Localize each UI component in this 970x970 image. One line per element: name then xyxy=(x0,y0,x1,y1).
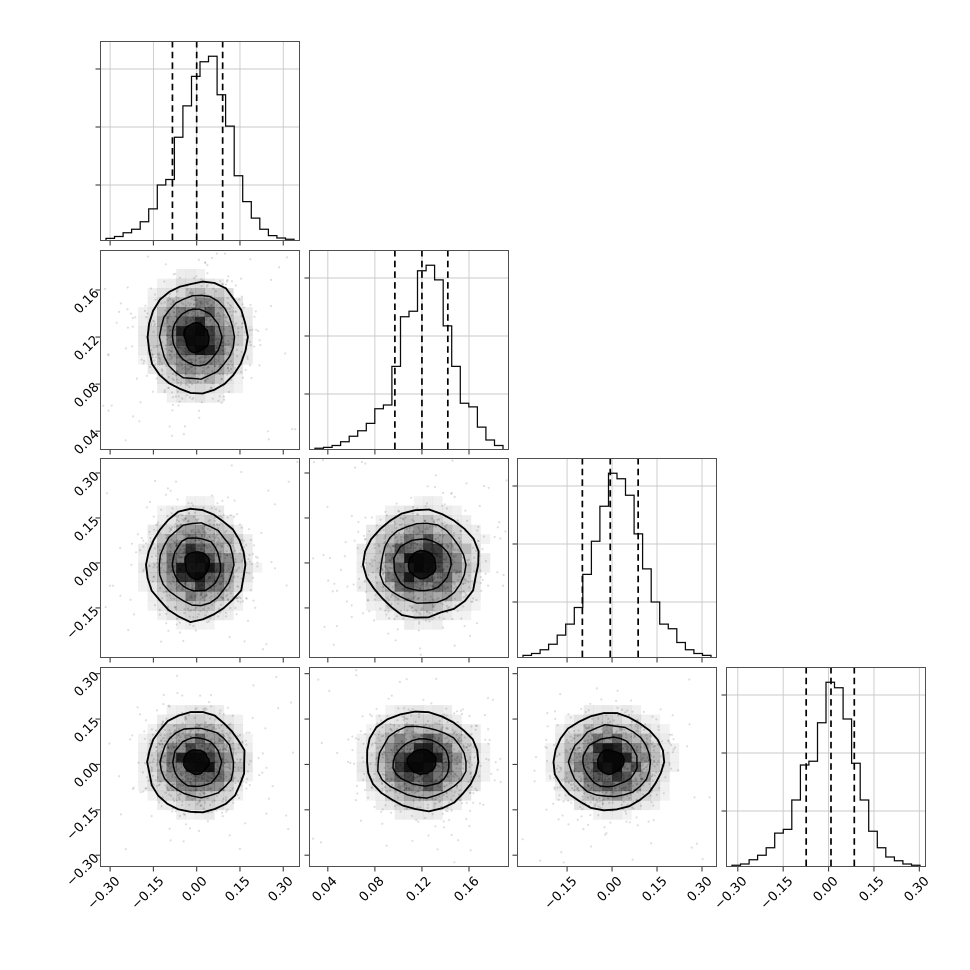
tick-marks xyxy=(512,485,703,663)
x-tick-label-param3-0: −0.15 xyxy=(541,873,581,913)
panel-hist-param3 xyxy=(512,458,717,663)
panel-joint-param3-param4 xyxy=(512,666,717,871)
panel-joint-param1-param2 xyxy=(95,249,300,454)
x-tick-label-param3-1: 0.00 xyxy=(594,873,626,905)
x-tick-label-param4-1: −0.15 xyxy=(757,873,797,913)
x-tick-label-param2-2: 0.12 xyxy=(403,873,436,905)
panel-spine xyxy=(517,666,717,867)
x-tick-label-param4-0: −0.30 xyxy=(712,873,751,913)
panel-spine xyxy=(308,666,509,867)
contour-lines xyxy=(365,710,479,812)
y-tick-label-param4-0: −0.30 xyxy=(63,850,103,890)
y-tick-label-param3-1: 0.00 xyxy=(71,558,103,591)
y-tick-label-param4-2: 0.00 xyxy=(71,759,103,792)
x-tick-label-param4-2: 0.00 xyxy=(810,873,842,905)
x-tick-label-param2-3: 0.16 xyxy=(451,873,483,905)
contour-lines xyxy=(145,507,247,624)
tick-marks xyxy=(95,288,284,454)
y-tick-label-param4-3: 0.15 xyxy=(71,714,103,746)
panel-hist-param1 xyxy=(95,41,300,246)
y-tick-label-param3-0: −0.15 xyxy=(63,603,103,643)
quantile-lines xyxy=(804,666,855,867)
x-tick-label-param1-2: 0.00 xyxy=(179,873,211,905)
histogram-outline xyxy=(105,55,295,241)
y-tick-label-param2-2: 0.12 xyxy=(71,332,103,364)
panel-spine xyxy=(100,666,300,867)
panel-spine xyxy=(517,458,717,658)
panel-joint-param2-param3 xyxy=(304,458,509,663)
grid-lines xyxy=(725,666,926,867)
contour-lines xyxy=(552,711,666,811)
tick-marks xyxy=(95,672,284,871)
contour-lines xyxy=(361,508,480,619)
panel-joint-param2-param4 xyxy=(304,666,509,871)
panel-spine xyxy=(308,458,509,658)
x-tick-label-param3-2: 0.15 xyxy=(639,873,671,905)
panel-joint-param1-param4 xyxy=(95,666,300,871)
x-tick-label-param4-4: 0.30 xyxy=(901,873,933,905)
panel-spine xyxy=(308,249,509,450)
tick-marks xyxy=(95,472,284,663)
y-tick-label-param3-3: 0.30 xyxy=(71,468,103,501)
panel-hist-param2 xyxy=(304,249,509,454)
panel-spine xyxy=(100,249,300,450)
x-tick-label-param1-4: 0.30 xyxy=(265,873,297,905)
panel-hist-param4 xyxy=(721,666,926,871)
density-bins xyxy=(356,704,490,820)
tick-marks xyxy=(95,68,284,246)
quantile-lines xyxy=(581,458,639,658)
x-tick-label-param2-1: 0.08 xyxy=(356,873,388,905)
panel-joint-param1-param3 xyxy=(95,458,300,663)
histogram-outline xyxy=(522,472,712,658)
quantile-lines xyxy=(171,41,224,241)
x-tick-label-param3-3: 0.30 xyxy=(684,873,716,905)
tick-marks xyxy=(304,472,470,663)
grid-lines xyxy=(308,249,509,450)
x-tick-label-param1-1: −0.15 xyxy=(128,873,167,913)
panel-spine xyxy=(100,458,300,658)
tick-marks xyxy=(512,672,703,871)
y-tick-label-param3-2: 0.15 xyxy=(71,513,103,546)
panel-spine xyxy=(100,41,300,241)
quantile-lines xyxy=(393,249,449,450)
contour-lines xyxy=(146,280,249,394)
y-tick-label-param2-0: 0.04 xyxy=(71,426,103,458)
tick-marks xyxy=(721,693,920,871)
y-tick-label-param4-4: 0.30 xyxy=(71,669,103,701)
panel-spine xyxy=(725,666,926,867)
x-tick-label-param1-3: 0.15 xyxy=(222,873,254,905)
contour-lines xyxy=(146,710,246,813)
tick-marks xyxy=(304,276,470,454)
histogram-outline xyxy=(730,681,921,866)
x-tick-label-param1-0: −0.30 xyxy=(84,873,124,913)
x-tick-label-param2-0: 0.04 xyxy=(309,873,341,905)
y-tick-label-param2-1: 0.08 xyxy=(71,379,103,411)
y-tick-label-param4-1: −0.15 xyxy=(63,805,103,845)
grid-lines xyxy=(517,458,717,658)
histogram-outline xyxy=(313,264,504,449)
tick-marks xyxy=(304,672,470,871)
x-tick-label-param4-3: 0.15 xyxy=(855,873,888,905)
y-tick-label-param2-3: 0.16 xyxy=(71,285,103,317)
